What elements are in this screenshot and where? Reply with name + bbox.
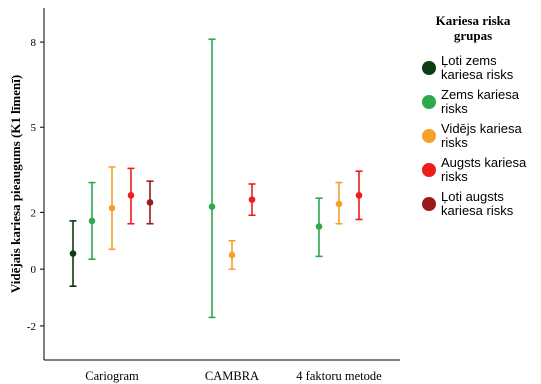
- x-tick-label: 4 faktoru metode: [296, 369, 382, 383]
- mean-point: [248, 196, 256, 203]
- legend-label: Augsts kariesa: [441, 155, 527, 170]
- mean-point: [208, 203, 216, 211]
- legend-label: risks: [441, 169, 468, 184]
- mean-point: [88, 217, 96, 225]
- legend-title: Kariesa riska: [436, 13, 511, 28]
- legend-swatch: [422, 95, 436, 109]
- error-bar: [88, 181, 96, 261]
- legend-swatch: [422, 163, 436, 177]
- legend-label: Ļoti zems: [441, 53, 497, 68]
- y-tick-label: 5: [31, 122, 37, 134]
- legend-swatch: [422, 129, 436, 143]
- axes: [43, 8, 400, 361]
- mean-point: [69, 250, 77, 257]
- x-tick-label: CAMBRA: [205, 369, 259, 383]
- legend-label: Zems kariesa: [441, 87, 520, 102]
- error-bar: [208, 38, 216, 319]
- error-bar: [69, 220, 77, 287]
- legend-label: Vidējs kariesa: [441, 121, 522, 136]
- error-bar: [146, 180, 154, 225]
- y-tick-label: 2: [31, 207, 37, 219]
- legend-label: Ļoti augsts: [441, 189, 504, 204]
- mean-point: [355, 192, 363, 199]
- data-marks: [69, 38, 363, 319]
- legend-title: grupas: [454, 28, 492, 43]
- y-axis-label: Vidējais kariesa pieaugums (K1 līmenī): [8, 75, 23, 293]
- legend-label: risks: [441, 135, 468, 150]
- error-bar: [355, 170, 363, 221]
- legend-swatch: [422, 197, 436, 211]
- error-bar: [315, 197, 323, 258]
- legend-swatch: [422, 61, 436, 75]
- error-bar: [108, 166, 116, 251]
- legend-label: kariesa risks: [441, 67, 514, 82]
- y-tick-label: -2: [27, 321, 36, 333]
- mean-point: [146, 199, 154, 206]
- error-bar: [248, 183, 256, 217]
- mean-point: [315, 223, 323, 230]
- legend-label: kariesa risks: [441, 203, 514, 218]
- x-tick-label: Cariogram: [85, 369, 139, 383]
- y-tick-label: 8: [31, 37, 37, 49]
- mean-point: [228, 251, 236, 259]
- error-bar: [127, 167, 135, 225]
- error-bar: [335, 181, 343, 225]
- legend-label: risks: [441, 101, 468, 116]
- mean-point: [127, 192, 135, 199]
- mean-point: [335, 200, 343, 208]
- error-bar: [228, 239, 236, 270]
- mean-point: [108, 204, 116, 212]
- x-ticks: Cariogram CAMBRA 4 faktoru metode: [85, 369, 382, 383]
- y-ticks: -2 0 2 5 8: [27, 37, 44, 333]
- y-tick-label: 0: [31, 264, 37, 276]
